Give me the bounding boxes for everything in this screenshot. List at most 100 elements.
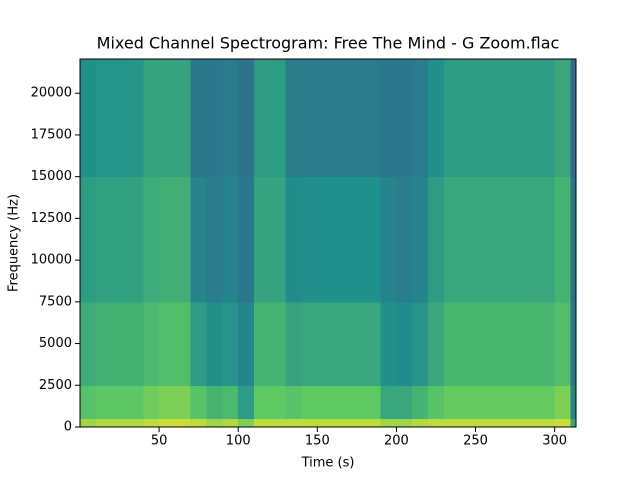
spectrogram-cell [428,176,445,303]
spectrogram-cell [206,418,223,428]
spectrogram-cell [396,301,413,386]
spectrogram-cell [475,385,492,420]
spectrogram-cell [570,418,577,428]
spectrogram-cell [95,301,113,386]
spectrogram-cell [380,385,397,420]
spectrogram-cell [554,418,571,428]
spectrogram-cell [396,59,413,178]
spectrogram-cell [396,418,413,428]
y-axis-label: Frequency (Hz) [7,194,22,292]
spectrogram-cell [317,59,334,178]
spectrogram-cell [206,385,223,420]
spectrogram-cell [269,301,287,386]
spectrogram-cell [301,418,318,428]
spectrogram-cell [507,59,524,178]
spectrogram-cell [317,418,334,428]
spectrogram-cell [570,59,577,178]
chart-title: Mixed Channel Spectrogram: Free The Mind… [97,34,560,53]
y-tick-label: 7500 [39,294,72,309]
spectrogram-cell [254,418,271,428]
spectrogram-cell [364,418,382,428]
y-tick-label: 2500 [39,378,72,393]
spectrogram-cell [127,418,144,428]
spectrogram-cell [254,301,271,386]
spectrogram-cell [238,176,255,303]
spectrogram-cell [269,59,287,178]
spectrogram-cell [317,385,334,420]
spectrogram-cell [491,418,508,428]
spectrogram-cell [190,301,208,386]
spectrogram-cell [491,301,508,386]
spectrogram-cell [174,301,192,386]
spectrogram-cell [380,301,397,386]
spectrogram-cell [538,59,556,178]
x-tick-label: 200 [384,434,409,449]
spectrogram-cell [159,59,176,178]
spectrogram-cell [190,385,208,420]
spectrogram-cell [254,59,271,178]
spectrogram-cell [333,301,350,386]
spectrogram-cell [238,301,255,386]
spectrogram-cell [174,385,192,420]
spectrogram-cell [111,418,128,428]
spectrogram-cells [80,59,577,428]
spectrogram-cell [80,301,97,386]
spectrogram-cell [238,385,255,420]
spectrogram-cell [333,418,350,428]
spectrogram-cell [396,176,413,303]
spectrogram-cell [301,59,318,178]
spectrogram-cell [285,385,302,420]
y-tick-label: 20000 [31,86,72,101]
spectrogram-cell [475,301,492,386]
spectrogram-cell [190,418,208,428]
spectrogram-cell [190,59,208,178]
spectrogram-cell [222,418,239,428]
spectrogram-cell [443,301,461,386]
spectrogram-cell [412,301,429,386]
spectrogram-cell [348,418,366,428]
spectrogram-cell [459,59,477,178]
spectrogram-cell [254,176,271,303]
spectrogram-cell [206,176,223,303]
spectrogram-cell [143,301,160,386]
spectrogram-cell [80,385,97,420]
spectrogram-cell [443,385,461,420]
x-tick-label: 50 [151,434,168,449]
spectrogram-cell [174,176,192,303]
spectrogram-cell [174,59,192,178]
spectrogram-cell [285,176,302,303]
spectrogram-cell [159,385,176,420]
spectrogram-cell [507,385,524,420]
spectrogram-cell [95,59,113,178]
spectrogram-cell [364,59,382,178]
spectrogram-cell [95,418,113,428]
spectrogram-cell [348,301,366,386]
spectrogram-cell [443,418,461,428]
spectrogram-cell [206,59,223,178]
spectrogram-cell [301,301,318,386]
spectrogram-cell [269,418,287,428]
spectrogram-cell [443,176,461,303]
spectrogram-cell [428,301,445,386]
spectrogram-cell [364,385,382,420]
x-tick-label: 300 [542,434,567,449]
spectrogram-cell [522,301,540,386]
spectrogram-cell [491,385,508,420]
y-tick-label: 12500 [31,211,72,226]
spectrogram-cell [301,385,318,420]
y-tick-label: 5000 [39,336,72,351]
x-tick-label: 150 [305,434,330,449]
spectrogram-cell [159,418,176,428]
spectrogram-cell [459,385,477,420]
spectrogram-cell [174,418,192,428]
spectrogram-cell [285,301,302,386]
spectrogram-cell [538,385,556,420]
spectrogram-cell [95,176,113,303]
spectrogram-cell [333,385,350,420]
spectrogram-cell [380,59,397,178]
spectrogram-cell [80,418,97,428]
spectrogram-cell [522,418,540,428]
y-tick-label: 15000 [31,169,72,184]
spectrogram-cell [348,176,366,303]
spectrogram-cell [443,59,461,178]
